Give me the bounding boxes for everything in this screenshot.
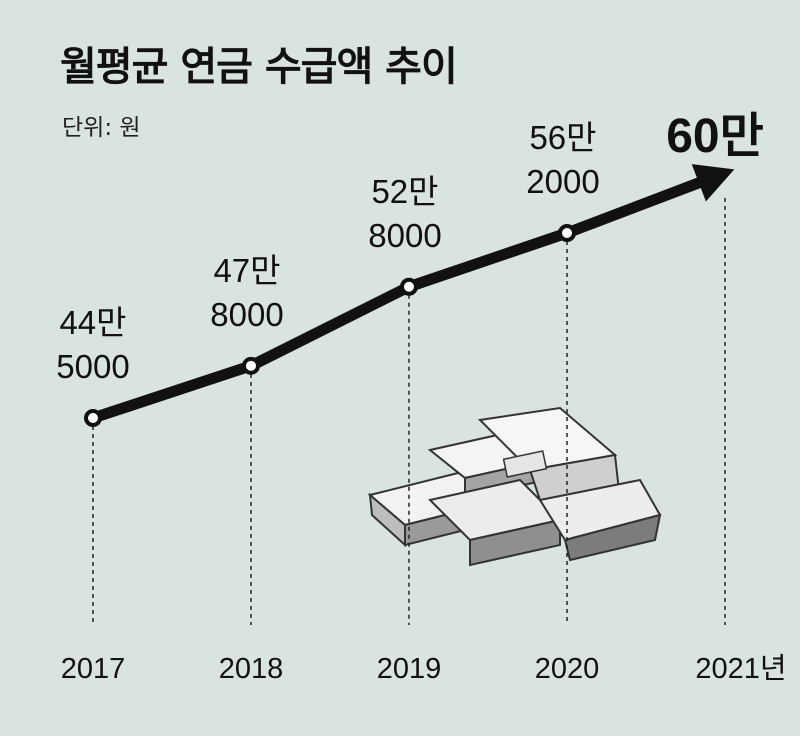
chart-title: 월평균 연금 수급액 추이 <box>60 44 458 90</box>
x-tick-label-2021년: 2021년 <box>695 653 786 685</box>
data-label-2018-line1: 47만 <box>213 252 280 289</box>
data-label-2020-line2: 2000 <box>526 163 599 200</box>
data-label-2017-line2: 5000 <box>56 348 129 385</box>
data-point-2019 <box>400 277 418 296</box>
data-point-2020 <box>558 224 576 242</box>
data-label-2019-line1: 52만 <box>371 173 438 210</box>
data-label-2017-line1: 44만 <box>59 304 126 341</box>
x-tick-label-2019: 2019 <box>377 653 442 685</box>
series-line <box>87 227 573 424</box>
x-tick-label-2018: 2018 <box>219 653 284 685</box>
series-arrow-shaft <box>561 175 709 239</box>
data-label-2018-line2: 8000 <box>210 296 283 333</box>
data-label-2021년: 60만 <box>666 110 764 163</box>
series-arrowhead <box>691 164 735 202</box>
unit-label: 단위: 원 <box>62 115 141 141</box>
x-tick-label-2017: 2017 <box>61 653 126 685</box>
data-point-2018 <box>242 356 260 375</box>
x-tick-label-2020: 2020 <box>535 653 600 685</box>
money-stack-illustration <box>367 406 662 567</box>
data-point-2017 <box>84 409 102 427</box>
data-label-2020-line1: 56만 <box>529 119 596 156</box>
data-label-2019-line2: 8000 <box>368 217 441 254</box>
